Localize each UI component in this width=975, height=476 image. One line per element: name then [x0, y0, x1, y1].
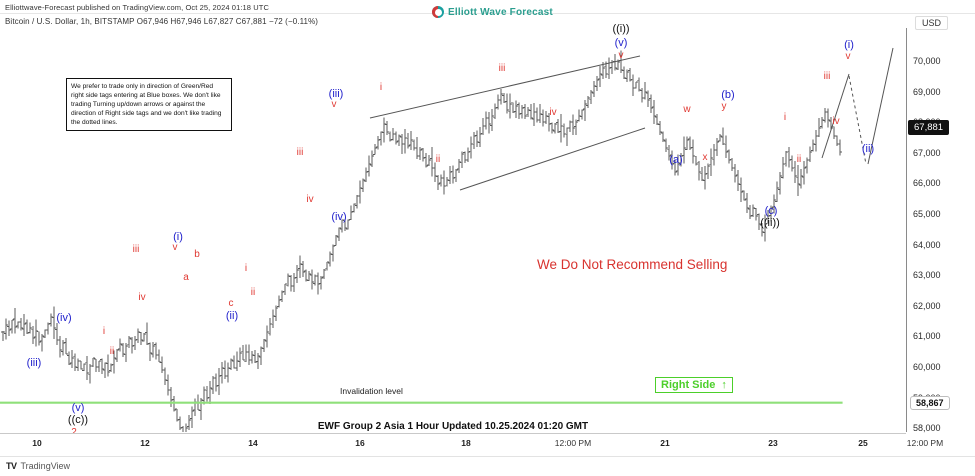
price-tick: 70,000 — [913, 56, 941, 66]
wave-label: (c) — [764, 205, 778, 217]
time-tick: 12:00 PM — [906, 438, 944, 448]
footer-bar: TV TradingView — [0, 456, 975, 476]
time-tick: 12:00 PM — [554, 438, 592, 448]
logo-circle-icon — [432, 6, 444, 18]
time-tick: 25 — [858, 438, 868, 448]
wave-label: ii — [435, 154, 441, 165]
price-tick: 58,000 — [913, 423, 941, 434]
wave-label: iii — [132, 244, 140, 255]
wave-label: iv — [138, 292, 146, 303]
wave-label: iii — [823, 71, 831, 82]
price-axis[interactable]: USD 70,00069,00068,00067,00066,00065,000… — [907, 16, 975, 434]
tradingview-logo[interactable]: TV TradingView — [6, 461, 70, 471]
invalidation-price-tag: 58,867 — [910, 395, 950, 410]
right-side-text: Right Side — [661, 379, 716, 391]
wave-label: w — [683, 104, 691, 115]
wave-label: b — [194, 249, 200, 260]
wave-label: (i) — [173, 231, 183, 243]
price-tick: 61,000 — [913, 331, 941, 342]
time-tick: 16 — [355, 438, 365, 448]
wave-label: i — [783, 112, 787, 123]
wave-label: v — [618, 50, 624, 61]
wave-label: ((ii)) — [760, 217, 780, 229]
right-side-badge[interactable]: Right Side ↑ — [655, 377, 733, 393]
elliott-wave-forecast-logo: Elliott Wave Forecast — [432, 6, 553, 18]
wave-label: x — [702, 152, 708, 163]
wave-label: iv — [306, 194, 314, 205]
wave-label: i — [244, 263, 248, 274]
wave-label: i — [379, 82, 383, 93]
do-not-recommend-selling-text: We Do Not Recommend Selling — [537, 257, 728, 272]
chart-caption: EWF Group 2 Asia 1 Hour Updated 10.25.20… — [317, 421, 589, 432]
wave-label: ((c)) — [67, 414, 89, 426]
wave-label: iv — [832, 116, 840, 127]
wave-label: v — [845, 51, 851, 62]
wave-label: ii — [109, 346, 115, 357]
price-axis-unit: USD — [915, 16, 949, 30]
price-series-svg — [0, 47, 894, 432]
time-tick: 10 — [32, 438, 42, 448]
wave-label: v — [331, 99, 337, 110]
header-divider — [0, 13, 975, 14]
time-axis[interactable]: 10 12 14 16 18 12:00 PM 21 23 25 12:00 PM — [0, 433, 943, 456]
symbol-ohlc-line: Bitcoin / U.S. Dollar, 1h, BITSTAMP O67,… — [5, 17, 319, 26]
time-tick: 21 — [660, 438, 670, 448]
wave-label: (iii) — [26, 357, 42, 369]
wave-label: i — [102, 326, 106, 337]
wave-label: (iii) — [328, 88, 344, 100]
wave-label: ii — [250, 287, 256, 298]
price-tick: 66,000 — [913, 178, 941, 189]
invalidation-level-label: Invalidation level — [340, 386, 403, 396]
wave-label: (v) — [71, 402, 85, 414]
wave-label: c — [228, 298, 234, 309]
last-price-tag: 67,881 — [908, 119, 950, 135]
wave-label: (iv) — [331, 211, 347, 223]
brand-name: Elliott Wave Forecast — [448, 6, 553, 18]
wave-label: ii — [796, 154, 802, 165]
price-tick: 65,000 — [913, 209, 941, 219]
trading-rules-note-box: We prefer to trade only in direction of … — [66, 78, 232, 132]
wave-label: iii — [498, 63, 506, 74]
wave-label: a — [183, 272, 189, 283]
wave-label: (i) — [844, 39, 854, 51]
time-tick: 14 — [248, 438, 258, 448]
wave-label: 2 — [71, 428, 77, 438]
price-tick: 64,000 — [913, 239, 941, 250]
wave-label: (b) — [721, 89, 735, 101]
wave-label: ((i)) — [612, 23, 630, 35]
time-tick: 18 — [461, 438, 471, 448]
time-tick: 23 — [768, 438, 778, 448]
wave-label: (a) — [669, 154, 683, 166]
price-tick: 67,000 — [913, 147, 941, 158]
wave-label: iii — [296, 147, 304, 158]
wave-label: iv — [549, 107, 557, 118]
price-tick: 63,000 — [913, 270, 941, 281]
wave-label: (iv) — [56, 312, 72, 324]
up-arrow-icon: ↑ — [721, 378, 727, 391]
wave-label: (v) — [614, 37, 628, 49]
tradingview-mark-icon: TV — [6, 461, 17, 471]
price-tick: 69,000 — [913, 86, 941, 97]
wave-label: (ii) — [861, 143, 875, 155]
tradingview-name: TradingView — [20, 461, 71, 471]
time-tick: 12 — [140, 438, 150, 448]
publisher-line: Elliottwave-Forecast published on Tradin… — [5, 3, 269, 12]
wave-label: y — [721, 101, 727, 112]
price-tick: 60,000 — [913, 362, 941, 372]
wave-label: v — [172, 242, 178, 253]
price-tick: 62,000 — [913, 300, 941, 311]
wave-label: (ii) — [225, 310, 239, 322]
